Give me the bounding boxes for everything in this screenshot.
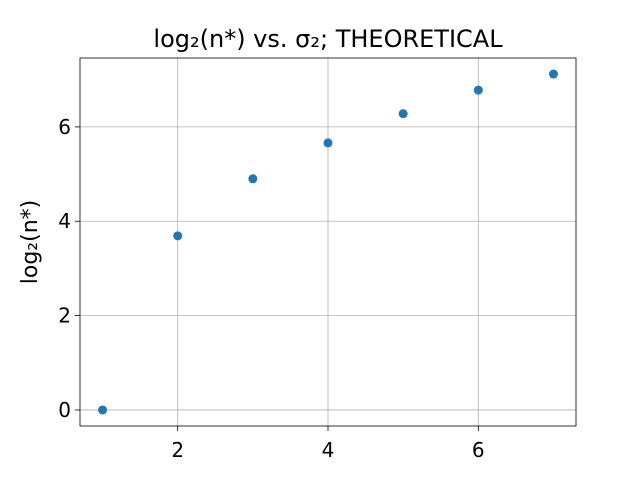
x-tick-label: 4 (322, 438, 335, 462)
y-tick-label: 6 (58, 115, 71, 139)
x-axis-label: σ₂ (317, 474, 340, 480)
y-axis-label: log₂(n*) (18, 200, 43, 284)
plot-frame (79, 57, 577, 427)
point (323, 138, 333, 148)
point (98, 405, 108, 415)
point (248, 174, 258, 184)
point (548, 69, 558, 79)
point (173, 231, 183, 241)
y-tick-label: 2 (58, 304, 71, 328)
point (398, 109, 408, 119)
y-tick-label: 4 (58, 209, 71, 233)
point (473, 85, 483, 95)
chart-title: log₂(n*) vs. σ₂; THEORETICAL (153, 25, 503, 53)
x-tick-label: 6 (472, 438, 485, 462)
x-tick-label: 2 (171, 438, 184, 462)
y-tick-label: 0 (58, 398, 71, 422)
